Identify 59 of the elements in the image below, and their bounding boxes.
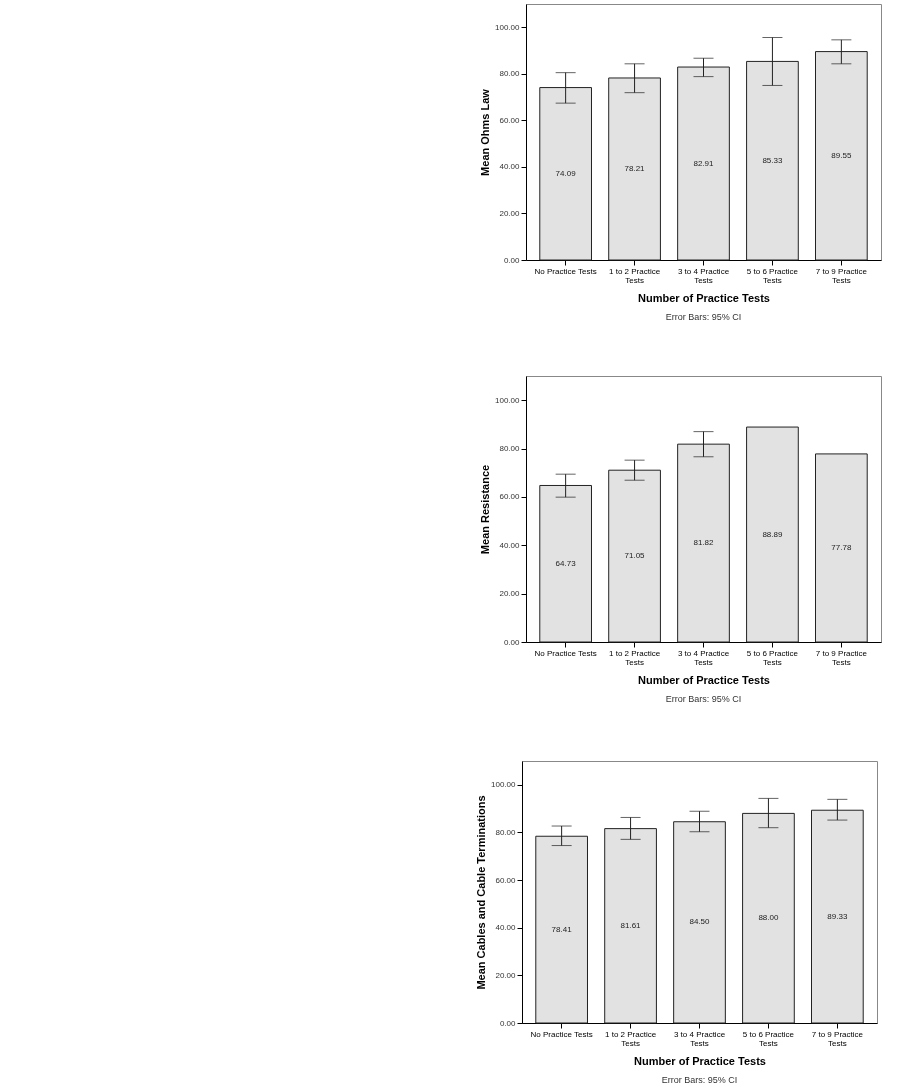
y-tick-label: 0.00 xyxy=(499,1018,517,1028)
x-tick-label: No Practice Tests xyxy=(534,266,597,276)
bar xyxy=(746,426,799,643)
y-tick-label: 80.00 xyxy=(499,69,521,79)
y-tick-label: 0.00 xyxy=(503,255,521,265)
y-axis-title: Mean Resistance xyxy=(479,464,492,555)
x-tick-label: 3 to 4 Practice Tests xyxy=(677,648,730,667)
y-tick-label: 60.00 xyxy=(495,875,517,885)
x-tick-label: 3 to 4 Practice Tests xyxy=(673,1029,726,1048)
x-axis-title: Number of Practice Tests xyxy=(634,1054,766,1067)
text: Error Bars: 95% CI xyxy=(661,1075,738,1085)
y-axis-title: Mean Ohms Law xyxy=(479,88,492,176)
bar xyxy=(815,453,868,643)
y-tick-label: 100.00 xyxy=(495,395,521,405)
x-tick-label: 1 to 2 Practice Tests xyxy=(605,1029,657,1048)
y-tick-label: 60.00 xyxy=(499,115,521,125)
data-label: 84.50 xyxy=(689,917,711,927)
x-tick-label: No Practice Tests xyxy=(534,648,597,658)
data-label: 81.82 xyxy=(693,538,715,548)
x-tick-label: 7 to 9 Practice Tests xyxy=(811,1029,864,1048)
x-axis-title: Number of Practice Tests xyxy=(638,291,770,304)
x-tick-label: 7 to 9 Practice Tests xyxy=(815,266,868,285)
data-label: 78.41 xyxy=(551,924,573,934)
y-tick-label: 100.00 xyxy=(495,22,521,32)
y-axis-title: Mean Cables and Cable Terminations xyxy=(475,795,488,990)
text: Error Bars: 95% CI xyxy=(665,312,742,322)
data-label: 77.78 xyxy=(831,542,852,552)
y-tick-label: 80.00 xyxy=(499,444,521,454)
data-label: 81.61 xyxy=(620,920,642,930)
data-label: 88.89 xyxy=(762,529,783,539)
x-tick-label: 5 to 6 Practice Tests xyxy=(742,1029,795,1048)
data-label: 88.00 xyxy=(758,913,779,923)
data-label: 89.33 xyxy=(827,911,848,921)
x-tick-label: 5 to 6 Practice Tests xyxy=(746,648,799,667)
data-label: 85.33 xyxy=(762,155,783,165)
x-tick-label: 3 to 4 Practice Tests xyxy=(677,266,730,285)
y-tick-label: 100.00 xyxy=(491,780,517,790)
data-label: 71.05 xyxy=(624,551,646,561)
data-label: 82.91 xyxy=(693,158,715,168)
text: Error Bars: 95% CI xyxy=(665,694,742,704)
x-axis-title: Number of Practice Tests xyxy=(638,673,770,686)
data-label: 74.09 xyxy=(555,168,577,178)
y-tick-label: 20.00 xyxy=(499,208,521,218)
data-label: 64.73 xyxy=(555,558,577,568)
x-tick-label: 7 to 9 Practice Tests xyxy=(815,648,868,667)
y-tick-label: 80.00 xyxy=(495,827,517,837)
x-tick-label: 5 to 6 Practice Tests xyxy=(746,266,799,285)
y-tick-label: 20.00 xyxy=(495,970,517,980)
y-tick-label: 20.00 xyxy=(499,589,521,599)
y-tick-label: 0.00 xyxy=(503,637,521,647)
y-tick-label: 40.00 xyxy=(499,162,521,172)
y-tick-label: 40.00 xyxy=(495,923,517,933)
x-tick-label: 1 to 2 Practice Tests xyxy=(609,648,661,667)
data-label: 78.21 xyxy=(624,163,646,173)
data-label: 89.55 xyxy=(831,150,852,160)
x-tick-label: No Practice Tests xyxy=(530,1029,593,1039)
y-tick-label: 60.00 xyxy=(499,492,521,502)
y-tick-label: 40.00 xyxy=(499,540,521,550)
x-tick-label: 1 to 2 Practice Tests xyxy=(609,266,661,285)
